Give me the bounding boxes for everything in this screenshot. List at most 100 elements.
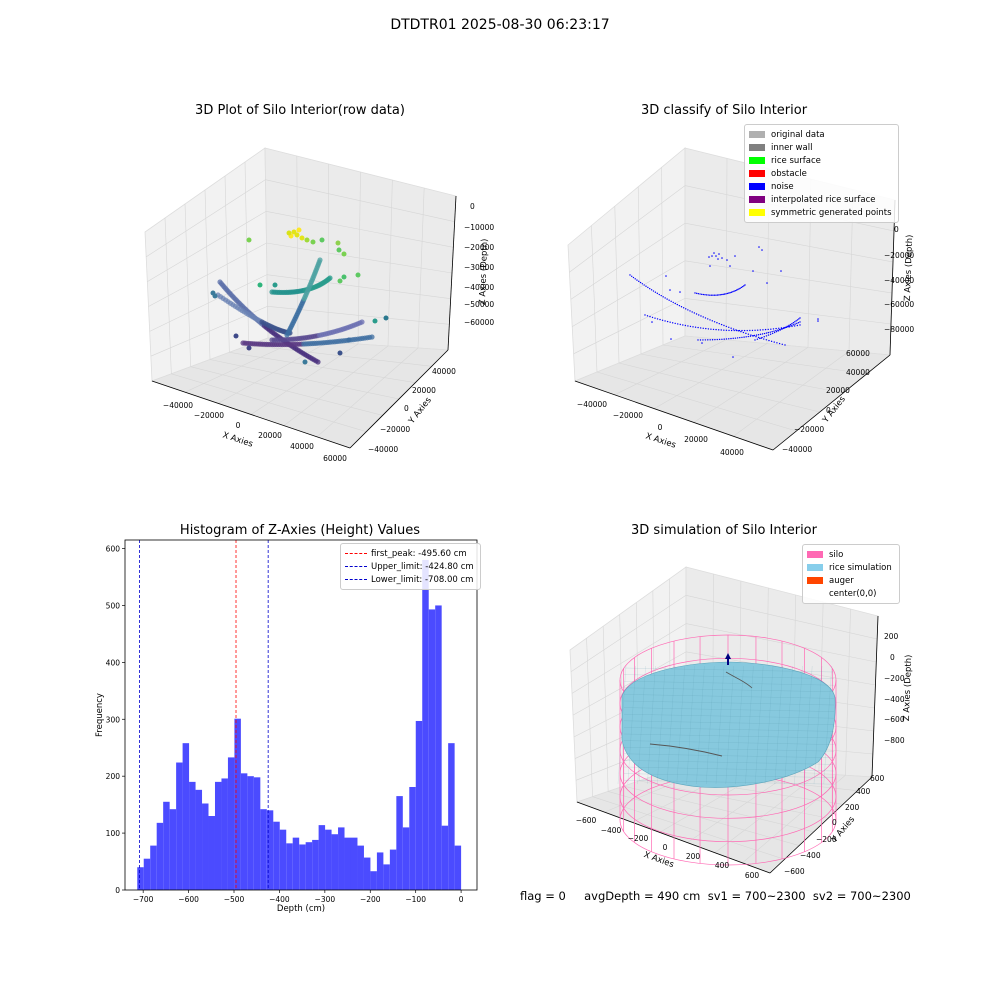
rice-mesh-line bbox=[735, 665, 744, 785]
rice-mesh-line bbox=[623, 681, 835, 686]
p2-ztick: 0 bbox=[894, 225, 899, 234]
noise-point bbox=[717, 258, 719, 260]
noise-point bbox=[664, 320, 666, 322]
noise-point bbox=[746, 329, 748, 332]
noise-point bbox=[732, 291, 734, 293]
noise-point bbox=[798, 318, 800, 320]
raw-point bbox=[246, 237, 252, 243]
noise-point bbox=[759, 329, 762, 331]
noise-point bbox=[715, 255, 717, 257]
noise-point bbox=[745, 332, 747, 335]
histogram-bar bbox=[286, 843, 293, 890]
noise-point bbox=[743, 329, 746, 332]
histogram-bar bbox=[454, 845, 462, 890]
noise-point bbox=[734, 255, 736, 257]
noise-point bbox=[757, 336, 760, 339]
noise-point bbox=[701, 293, 703, 296]
noise-point bbox=[713, 321, 716, 323]
legend-swatch bbox=[807, 577, 823, 584]
x-tick-label: −200 bbox=[360, 895, 381, 904]
noise-point bbox=[711, 320, 713, 322]
noise-point bbox=[736, 329, 738, 332]
rice-surface bbox=[617, 661, 836, 788]
panel1-points bbox=[210, 227, 389, 365]
p1-ztick: −20000 bbox=[464, 243, 494, 252]
noise-point bbox=[817, 320, 819, 322]
histogram-bar bbox=[214, 781, 222, 890]
noise-point bbox=[726, 292, 729, 295]
panel4-legend: silo rice simulation auger center(0,0) bbox=[802, 544, 900, 604]
rice-mesh-line bbox=[623, 760, 835, 765]
histogram-bar bbox=[370, 871, 377, 890]
noise-point bbox=[717, 329, 720, 331]
p1-ztick: −10000 bbox=[464, 223, 494, 232]
noise-point bbox=[786, 325, 788, 328]
noise-point bbox=[714, 338, 716, 341]
noise-point bbox=[763, 332, 766, 335]
histogram-bar bbox=[156, 822, 164, 890]
noise-point bbox=[636, 279, 638, 281]
legend-line bbox=[345, 566, 367, 567]
histogram-x-ticks: −700 −600 −500 −400 −300 −200 −100 0 bbox=[133, 890, 464, 904]
noise-point bbox=[730, 337, 732, 340]
p4-ztick: −200 bbox=[884, 674, 905, 683]
histogram-bar bbox=[344, 837, 351, 890]
noise-point bbox=[752, 270, 754, 272]
legend-entry: interpolated rice surface bbox=[749, 193, 894, 206]
panel2-y-ticks: −40000 −20000 0 20000 40000 60000 bbox=[782, 349, 870, 454]
noise-point bbox=[712, 294, 714, 296]
noise-point bbox=[749, 329, 751, 332]
rice-mesh-line bbox=[666, 665, 676, 785]
noise-point bbox=[779, 329, 782, 331]
noise-point bbox=[737, 288, 739, 291]
x-tick-label: −400 bbox=[269, 895, 290, 904]
legend-entry: center(0,0) bbox=[807, 587, 895, 600]
noise-point bbox=[700, 315, 702, 317]
noise-point bbox=[671, 322, 674, 324]
legend-label: interpolated rice surface bbox=[771, 194, 876, 205]
noise-point bbox=[761, 249, 763, 251]
noise-point bbox=[678, 304, 681, 307]
legend-swatch bbox=[807, 590, 823, 597]
histogram-bar bbox=[137, 867, 144, 890]
p1-ztick: −50000 bbox=[464, 300, 494, 309]
noise-point bbox=[705, 327, 707, 330]
noise-point bbox=[729, 291, 731, 294]
noise-point bbox=[718, 294, 720, 296]
p2-ztick: −40000 bbox=[884, 276, 914, 285]
histogram-bar bbox=[350, 837, 358, 890]
noise-point bbox=[716, 322, 718, 324]
noise-point bbox=[728, 292, 730, 294]
p2-xtick: −40000 bbox=[577, 400, 607, 409]
p2-xtick: 40000 bbox=[720, 448, 744, 457]
p1-ztick: −40000 bbox=[464, 283, 494, 292]
raw-point bbox=[272, 282, 278, 288]
noise-point bbox=[720, 329, 722, 331]
p4-ztick: −400 bbox=[884, 695, 905, 704]
y-tick-label: 200 bbox=[106, 772, 121, 781]
p2-zlabel: Z Axies (Depth) bbox=[903, 234, 915, 301]
noise-point bbox=[652, 290, 655, 292]
noise-point bbox=[741, 285, 744, 288]
raw-point bbox=[359, 319, 365, 325]
p4-xtick: −400 bbox=[601, 826, 622, 835]
x-tick-label: −500 bbox=[224, 895, 245, 904]
noise-point bbox=[767, 334, 770, 336]
legend-label: obstacle bbox=[771, 168, 807, 179]
noise-point bbox=[767, 328, 769, 331]
histogram-bar bbox=[169, 809, 177, 890]
panel4-y-ticks: −600 −400 −200 0 200 400 600 bbox=[784, 774, 885, 876]
legend-label: silo bbox=[829, 549, 844, 560]
rice-mesh-line bbox=[686, 665, 695, 785]
p4-ytick: 600 bbox=[870, 774, 885, 783]
legend-entry: rice simulation bbox=[807, 561, 895, 574]
rice-mesh-line bbox=[676, 665, 685, 785]
legend-line bbox=[345, 579, 367, 580]
noise-point bbox=[711, 339, 714, 341]
noise-point bbox=[754, 339, 756, 341]
noise-point bbox=[767, 331, 770, 334]
p4-ytick: −200 bbox=[816, 835, 837, 844]
noise-point bbox=[733, 329, 735, 332]
noise-point bbox=[730, 329, 733, 332]
panel2-points bbox=[629, 246, 819, 358]
